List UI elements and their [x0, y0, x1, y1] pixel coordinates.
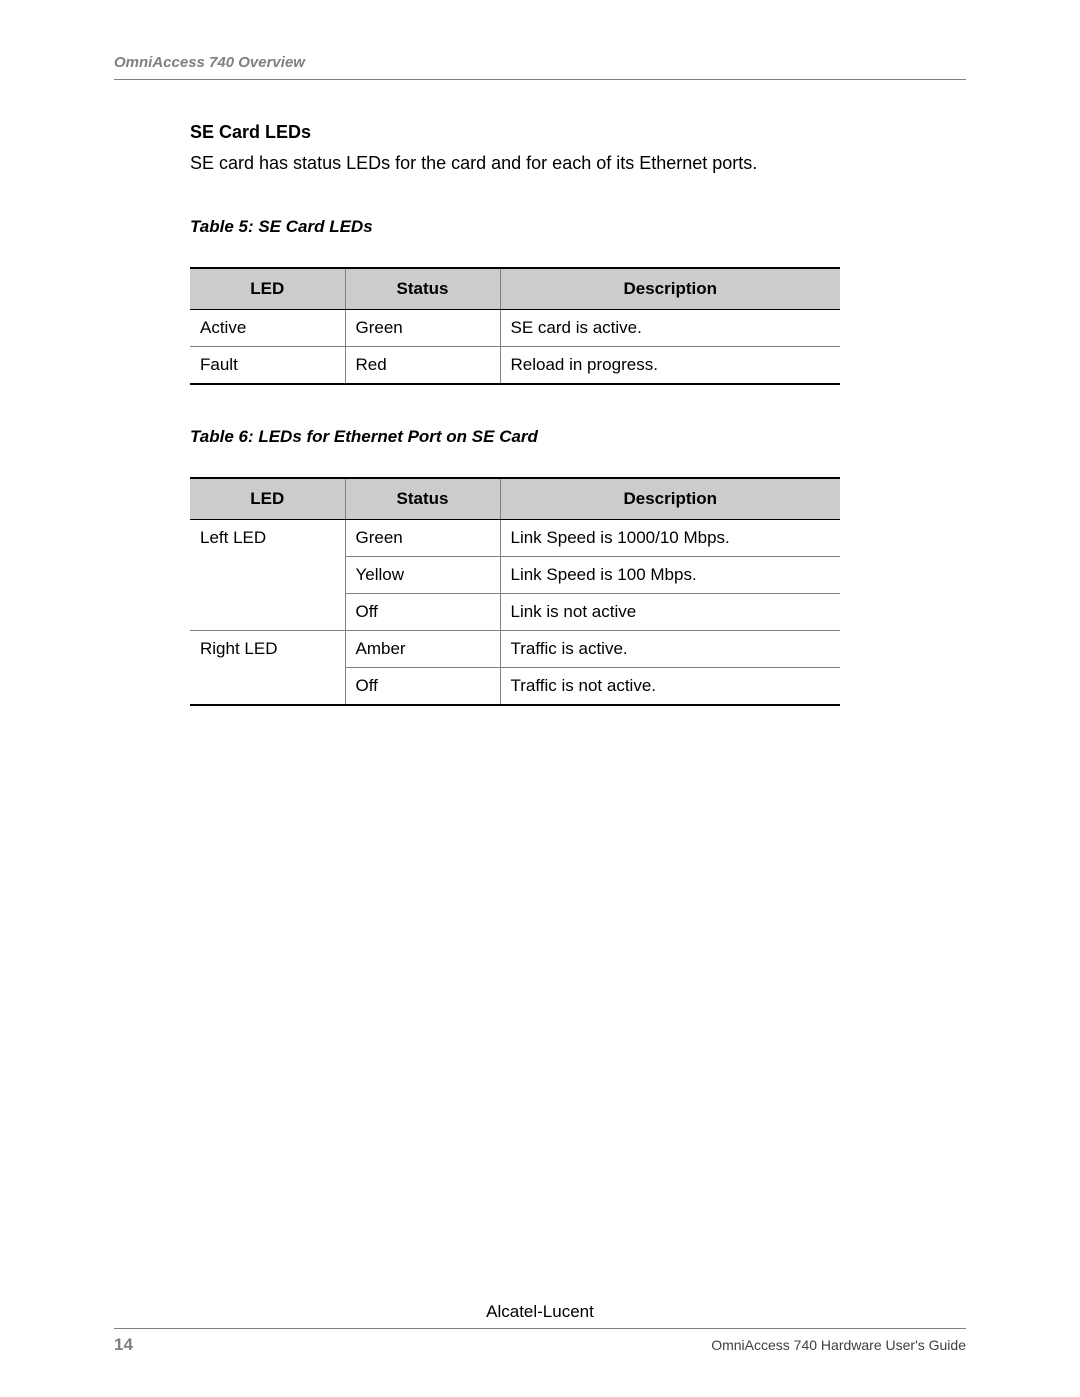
table6-caption: Table 6: LEDs for Ethernet Port on SE Ca… [190, 427, 840, 447]
table-header-row: LED Status Description [190, 478, 840, 520]
table-row: ActiveGreenSE card is active. [190, 310, 840, 347]
col-header-led: LED [190, 268, 345, 310]
cell-led [190, 668, 345, 706]
table-row: Left LEDGreenLink Speed is 1000/10 Mbps. [190, 520, 840, 557]
cell-description: Link Speed is 1000/10 Mbps. [500, 520, 840, 557]
footer-row: 14 OmniAccess 740 Hardware User's Guide [114, 1335, 966, 1355]
page-footer: Alcatel-Lucent 14 OmniAccess 740 Hardwar… [114, 1302, 966, 1355]
page: OmniAccess 740 Overview SE Card LEDs SE … [0, 0, 1080, 1397]
col-header-description: Description [500, 268, 840, 310]
cell-description: Link Speed is 100 Mbps. [500, 557, 840, 594]
table-row: Right LEDAmberTraffic is active. [190, 631, 840, 668]
col-header-led: LED [190, 478, 345, 520]
cell-led: Fault [190, 347, 345, 385]
cell-status: Amber [345, 631, 500, 668]
page-header: OmniAccess 740 Overview [114, 54, 966, 80]
table-row: OffTraffic is not active. [190, 668, 840, 706]
cell-status: Green [345, 520, 500, 557]
cell-description: Traffic is not active. [500, 668, 840, 706]
page-content: SE Card LEDs SE card has status LEDs for… [190, 122, 840, 748]
cell-led [190, 594, 345, 631]
col-header-description: Description [500, 478, 840, 520]
cell-status: Off [345, 668, 500, 706]
cell-status: Yellow [345, 557, 500, 594]
table5: LED Status Description ActiveGreenSE car… [190, 267, 840, 385]
cell-status: Off [345, 594, 500, 631]
header-rule [114, 79, 966, 80]
cell-led: Active [190, 310, 345, 347]
cell-led [190, 557, 345, 594]
table-row: OffLink is not active [190, 594, 840, 631]
page-number: 14 [114, 1335, 133, 1355]
table-row: FaultRedReload in progress. [190, 347, 840, 385]
table5-caption: Table 5: SE Card LEDs [190, 217, 840, 237]
col-header-status: Status [345, 268, 500, 310]
cell-description: SE card is active. [500, 310, 840, 347]
table-row: YellowLink Speed is 100 Mbps. [190, 557, 840, 594]
cell-status: Green [345, 310, 500, 347]
cell-description: Reload in progress. [500, 347, 840, 385]
table-header-row: LED Status Description [190, 268, 840, 310]
cell-led: Right LED [190, 631, 345, 668]
section-intro: SE card has status LEDs for the card and… [190, 151, 840, 175]
cell-led: Left LED [190, 520, 345, 557]
cell-status: Red [345, 347, 500, 385]
table6: LED Status Description Left LEDGreenLink… [190, 477, 840, 706]
running-head: OmniAccess 740 Overview [114, 54, 966, 79]
footer-rule [114, 1328, 966, 1329]
section-heading: SE Card LEDs [190, 122, 840, 143]
footer-center: Alcatel-Lucent [114, 1302, 966, 1322]
col-header-status: Status [345, 478, 500, 520]
cell-description: Link is not active [500, 594, 840, 631]
cell-description: Traffic is active. [500, 631, 840, 668]
footer-doc-title: OmniAccess 740 Hardware User's Guide [711, 1337, 966, 1353]
